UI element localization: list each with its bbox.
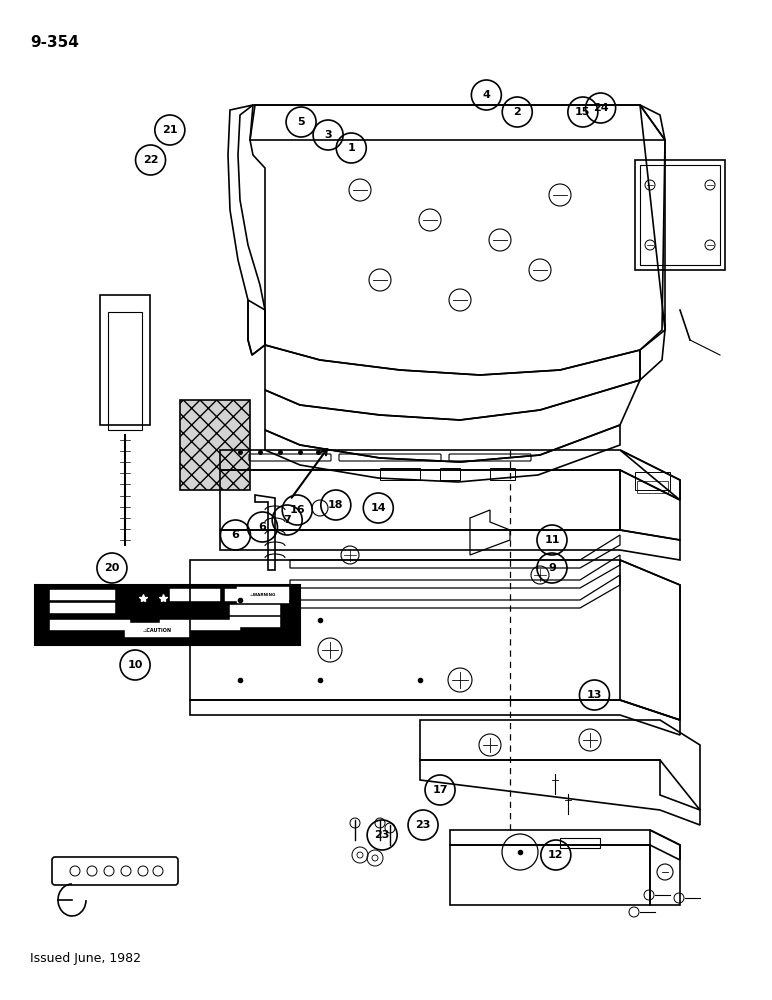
- Text: 16: 16: [290, 505, 305, 515]
- Text: 2: 2: [513, 107, 521, 117]
- Text: 13: 13: [587, 690, 602, 700]
- FancyBboxPatch shape: [160, 620, 240, 630]
- FancyBboxPatch shape: [180, 400, 250, 490]
- Text: 6: 6: [259, 522, 266, 532]
- FancyBboxPatch shape: [125, 623, 190, 637]
- FancyBboxPatch shape: [50, 590, 115, 600]
- Text: Issued June, 1982: Issued June, 1982: [30, 952, 141, 965]
- Text: 7: 7: [283, 515, 291, 525]
- FancyBboxPatch shape: [50, 620, 130, 630]
- Text: ⚠WARNING: ⚠WARNING: [250, 593, 276, 597]
- Text: 11: 11: [544, 535, 560, 545]
- Text: 22: 22: [143, 155, 158, 165]
- FancyBboxPatch shape: [230, 617, 280, 627]
- Text: ⚠CAUTION: ⚠CAUTION: [143, 628, 171, 633]
- FancyBboxPatch shape: [50, 603, 115, 613]
- Text: 12: 12: [548, 850, 564, 860]
- Text: 1: 1: [347, 143, 355, 153]
- Text: 5: 5: [297, 117, 305, 127]
- Text: 3: 3: [324, 130, 332, 140]
- Text: 14: 14: [371, 503, 386, 513]
- Text: 24: 24: [593, 103, 608, 113]
- FancyBboxPatch shape: [225, 589, 275, 601]
- Text: 23: 23: [415, 820, 431, 830]
- Text: 17: 17: [432, 785, 448, 795]
- Text: 18: 18: [328, 500, 344, 510]
- Text: 9-354: 9-354: [30, 35, 79, 50]
- Text: 15: 15: [575, 107, 591, 117]
- Text: 23: 23: [374, 830, 390, 840]
- Text: 4: 4: [482, 90, 490, 100]
- FancyBboxPatch shape: [230, 605, 280, 615]
- FancyBboxPatch shape: [35, 585, 300, 645]
- Text: 21: 21: [162, 125, 178, 135]
- Text: 9: 9: [548, 563, 556, 573]
- Text: 10: 10: [127, 660, 143, 670]
- Text: 6: 6: [232, 530, 239, 540]
- FancyBboxPatch shape: [170, 589, 220, 601]
- FancyBboxPatch shape: [237, 587, 289, 603]
- Text: 20: 20: [104, 563, 120, 573]
